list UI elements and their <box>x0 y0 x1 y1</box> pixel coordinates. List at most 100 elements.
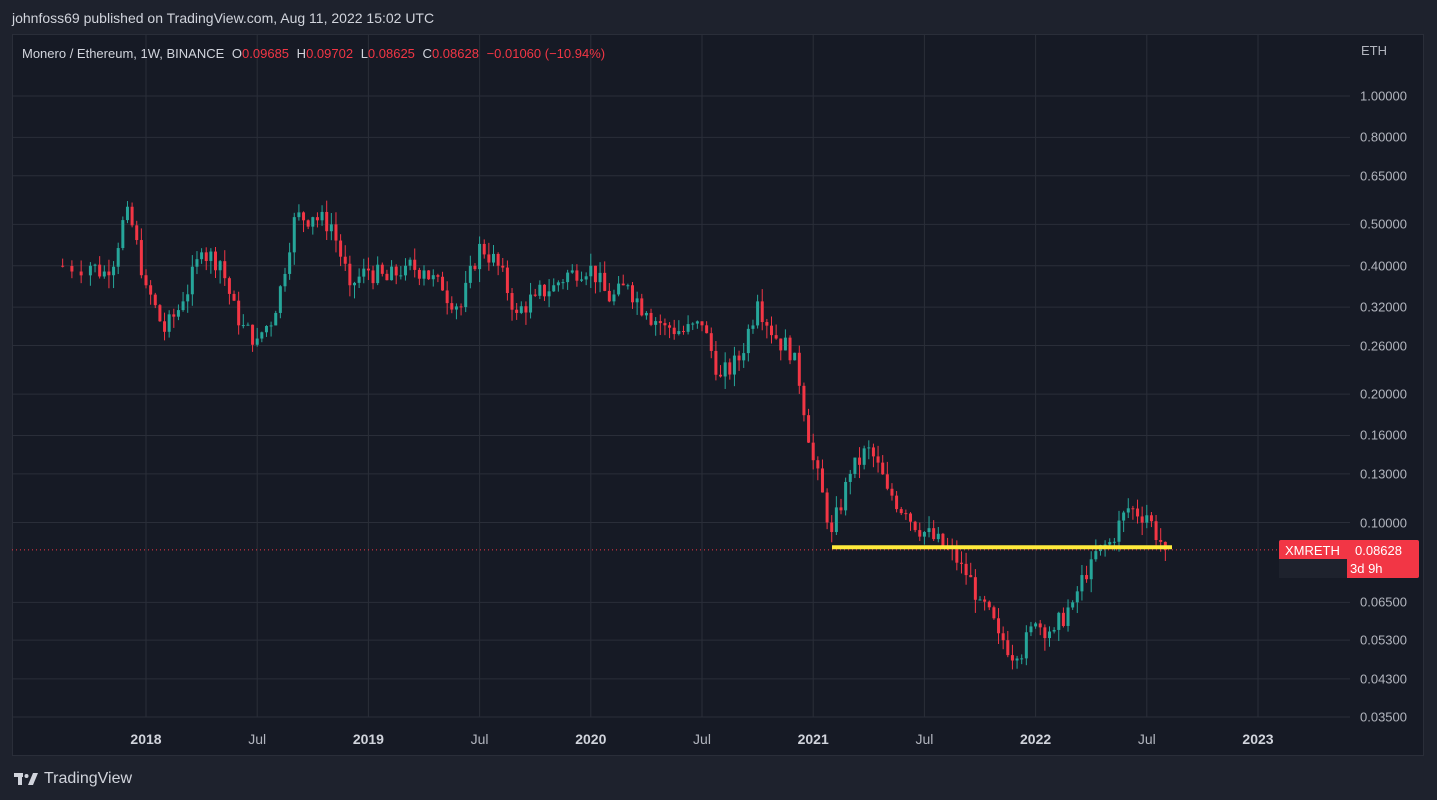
candle-body <box>413 259 417 270</box>
candle-body <box>973 577 977 600</box>
candle-body <box>825 492 829 523</box>
candle-body <box>816 460 820 469</box>
candle-body <box>1085 575 1089 580</box>
candle-body <box>501 265 505 268</box>
candle-body <box>1071 602 1075 608</box>
time-tick-label: 2023 <box>1242 731 1274 747</box>
candle-body <box>237 300 241 326</box>
candle-body <box>631 285 634 303</box>
candle-body <box>695 321 699 324</box>
candle-body <box>158 305 162 322</box>
candle-body <box>172 314 176 317</box>
price-tick-label: 0.03500 <box>1360 709 1407 725</box>
candle-body <box>1029 626 1033 633</box>
symbol-title[interactable]: Monero / Ethereum, 1W, BINANCE <box>22 46 225 61</box>
candle-body <box>552 285 556 292</box>
candle-body <box>200 252 204 260</box>
candle-body <box>626 285 630 287</box>
candle-body <box>1089 559 1093 580</box>
candle-body <box>93 264 97 266</box>
candle-body <box>186 294 190 302</box>
price-tag-spacer <box>1279 559 1347 578</box>
candle-body <box>964 563 968 576</box>
open-label: O <box>231 46 243 61</box>
candle-body <box>1122 512 1126 521</box>
time-tick-label: Jul <box>915 731 934 747</box>
candle-body <box>612 294 616 302</box>
candle-body <box>459 306 463 308</box>
candle-body <box>621 283 625 286</box>
candle-body <box>255 338 259 345</box>
candle-body <box>218 261 222 271</box>
candle-body <box>987 601 991 608</box>
candle-body <box>640 298 644 316</box>
candle-body <box>672 327 676 335</box>
time-tick-label: 2022 <box>1020 731 1052 747</box>
candle-body <box>1159 539 1163 542</box>
candle-body <box>992 607 996 619</box>
candle-body <box>1094 551 1098 560</box>
candle-body <box>668 325 672 328</box>
candle-body <box>737 355 741 361</box>
candle-body <box>292 217 296 253</box>
candle-body <box>955 548 959 563</box>
candle-body <box>876 456 880 463</box>
candle-body <box>1034 623 1038 627</box>
candle-body <box>482 243 486 255</box>
candle-body <box>209 251 213 261</box>
candle-body <box>515 309 519 313</box>
candle-body <box>505 267 509 294</box>
symbol-legend: Monero / Ethereum, 1W, BINANCE O0.09685 … <box>22 46 605 61</box>
candle-body <box>700 321 704 326</box>
candle-body <box>260 332 264 339</box>
candle-body <box>997 618 1001 634</box>
candle-body <box>190 266 194 295</box>
candle-body <box>978 599 982 601</box>
candle-body <box>760 301 764 323</box>
candle-body <box>112 266 116 276</box>
candle-body <box>227 278 231 294</box>
candle-body <box>723 362 727 377</box>
published-line: johnfoss69 published on TradingView.com,… <box>12 10 435 26</box>
candle-body <box>607 290 611 302</box>
candle-body <box>811 442 815 461</box>
candle-body <box>445 290 449 304</box>
candle-body <box>593 265 597 283</box>
candle-body <box>959 562 963 564</box>
candle-body <box>149 285 153 295</box>
candle-body <box>70 265 74 272</box>
candle-body <box>862 448 866 465</box>
candle-body <box>478 243 482 270</box>
candle-body <box>927 528 931 533</box>
candle-body <box>214 251 217 271</box>
candle-body <box>468 265 472 283</box>
price-tick-label: 0.65000 <box>1360 168 1407 184</box>
candle-body <box>635 298 639 303</box>
candle-body <box>654 321 658 325</box>
candle-body <box>1001 633 1005 641</box>
candle-body <box>510 293 514 310</box>
candle-body <box>913 521 917 531</box>
candle-body <box>107 271 111 276</box>
candle-body <box>1006 640 1010 656</box>
candle-body <box>399 275 403 277</box>
candle-body <box>751 325 755 329</box>
candle-body <box>909 513 912 522</box>
candle-body <box>1136 508 1140 517</box>
candle-body <box>839 507 843 511</box>
candle-body <box>1075 591 1079 603</box>
tradingview-brand[interactable]: TradingView <box>14 770 132 788</box>
price-tag-price: 0.08628 <box>1355 543 1402 558</box>
candle-body <box>102 271 106 277</box>
high-label: H <box>296 46 307 61</box>
candle-body <box>264 326 268 333</box>
candle-body <box>774 335 778 339</box>
low-value: 0.08625 <box>367 46 415 61</box>
candle-body <box>454 306 458 310</box>
candle-body <box>983 599 987 602</box>
time-tick-label: 2021 <box>797 731 829 747</box>
candle-body <box>556 282 560 286</box>
chart-frame[interactable] <box>12 34 1424 756</box>
candle-body <box>116 248 120 267</box>
